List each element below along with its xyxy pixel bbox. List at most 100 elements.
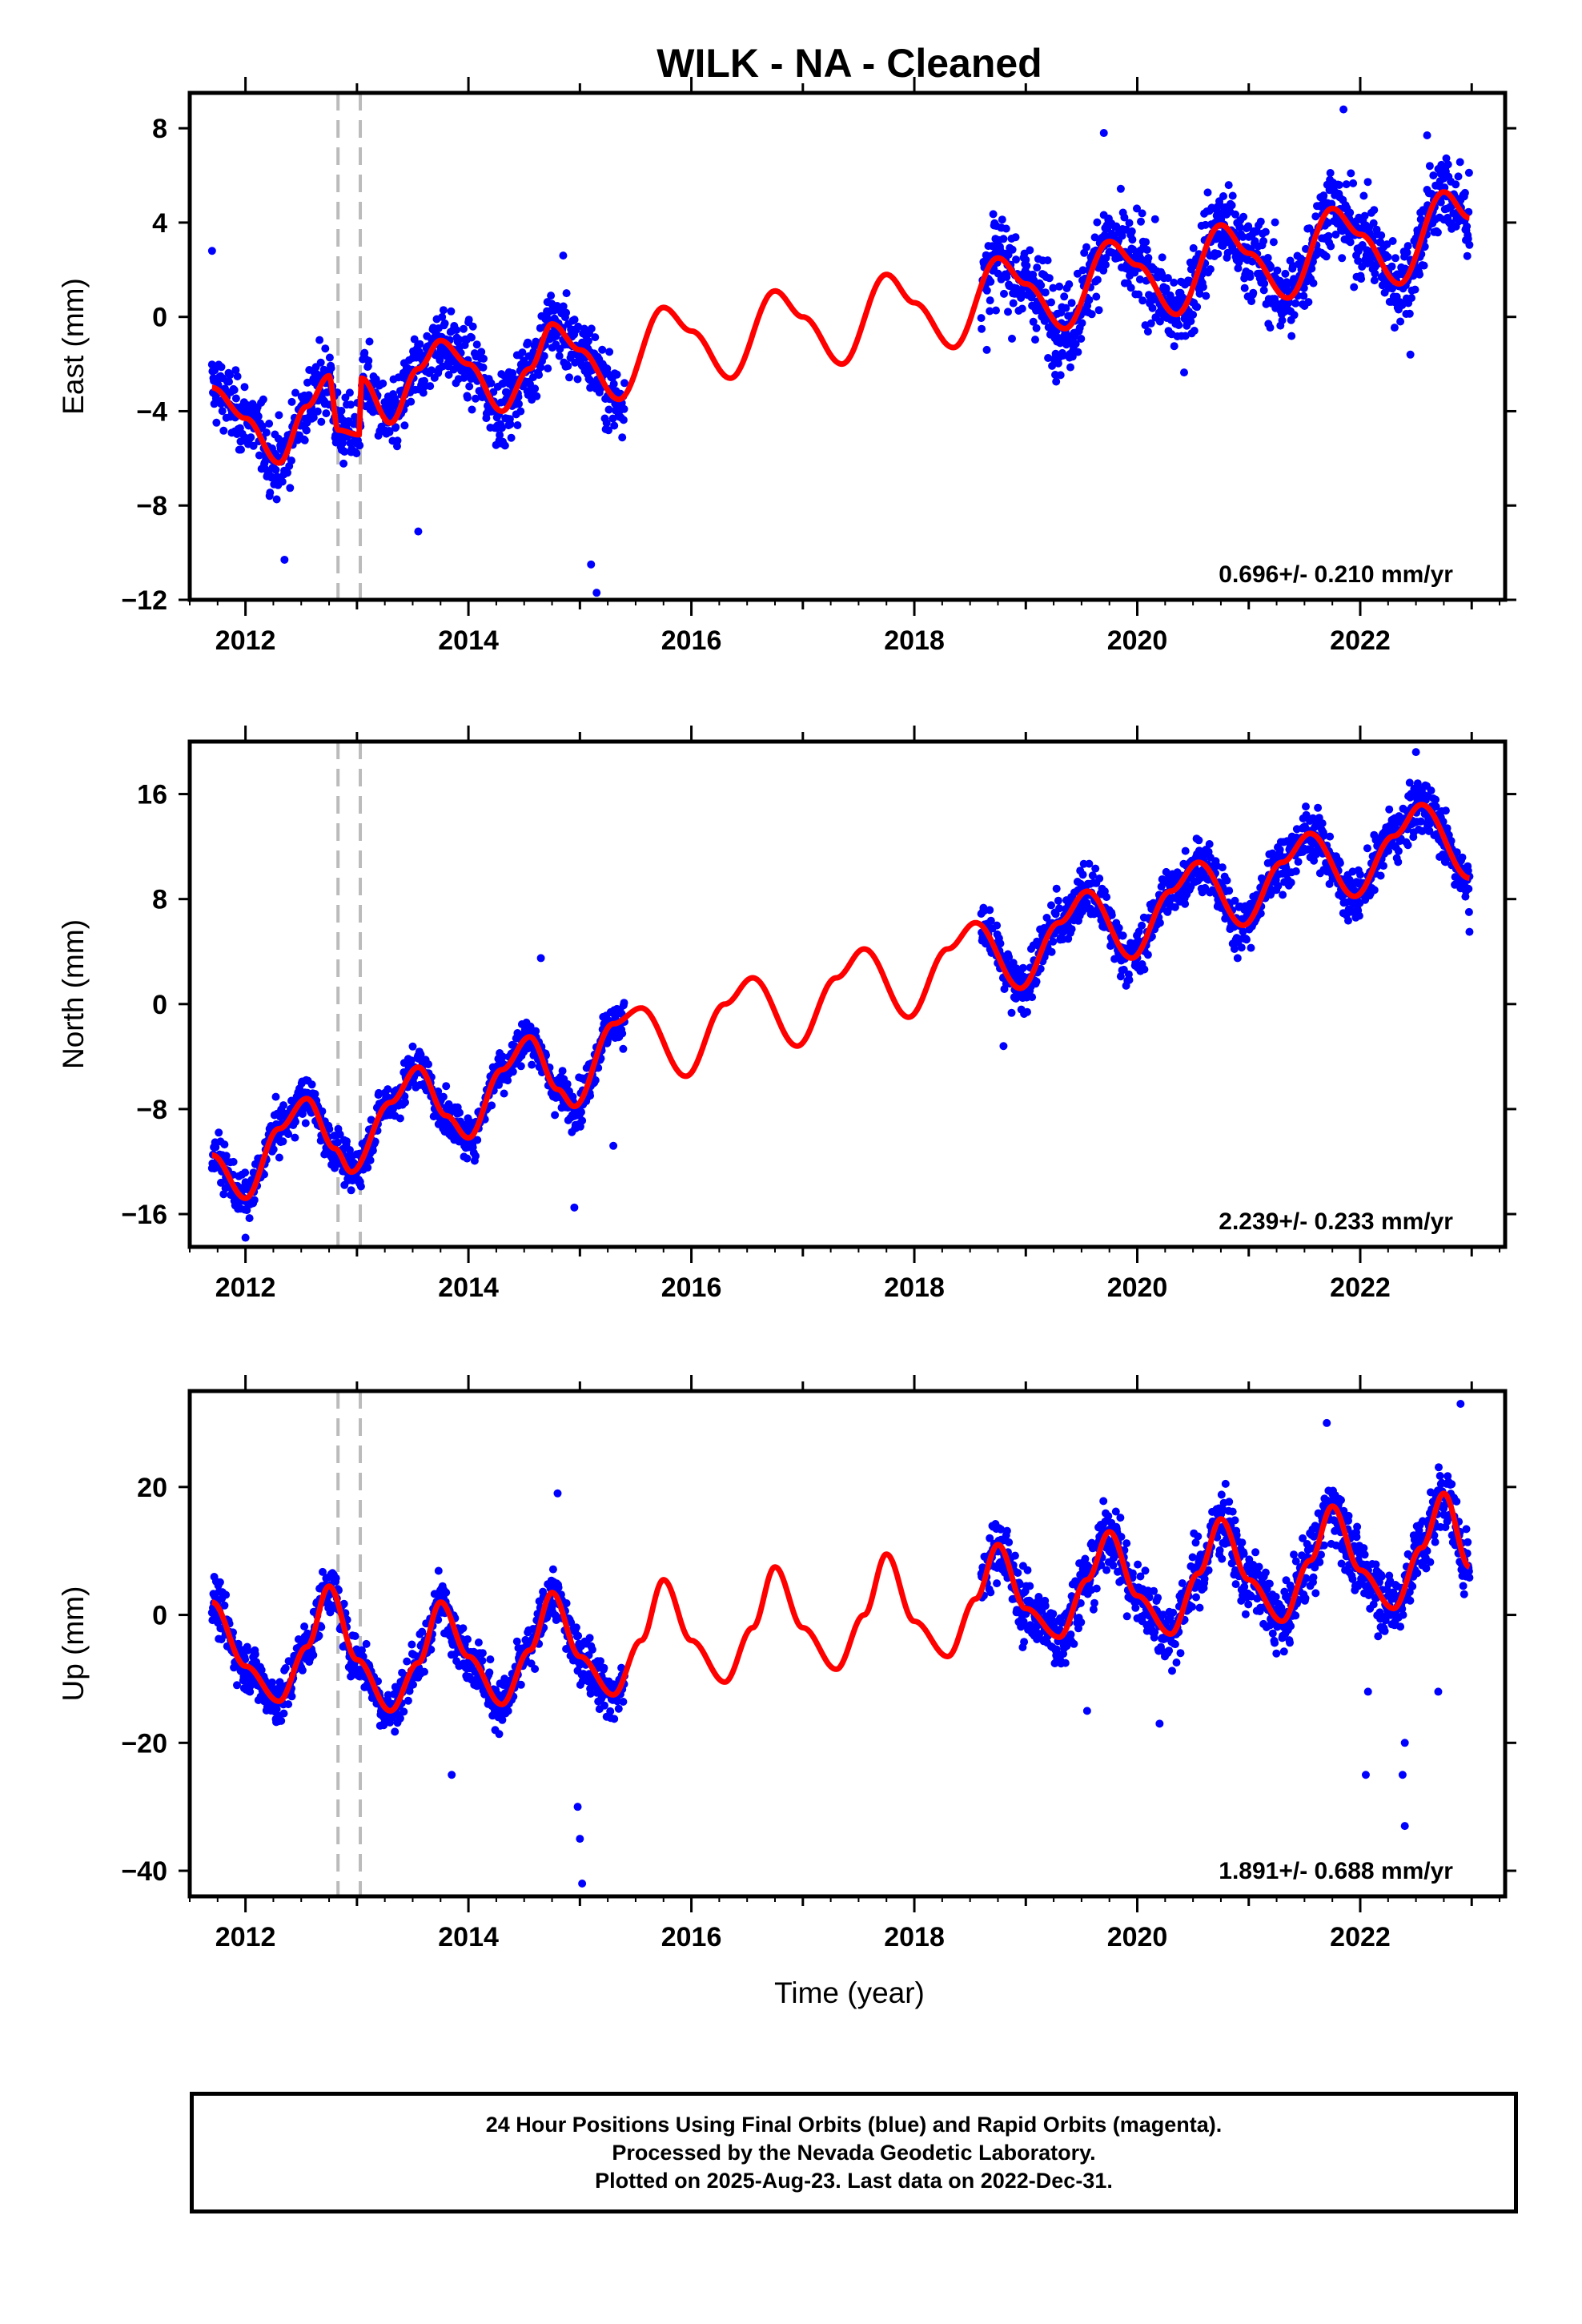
up-data-point [298, 1666, 307, 1675]
east-data-point [415, 348, 424, 356]
east-data-point [1137, 217, 1145, 226]
north-data-point [318, 1107, 327, 1116]
east-data-point [427, 366, 436, 375]
east-data-point [1043, 256, 1052, 265]
north-data-point [586, 1092, 595, 1100]
east-data-point [1239, 212, 1248, 221]
east-data-point [1377, 231, 1386, 239]
north-data-point [1195, 836, 1203, 845]
north-ytick-label: 16 [137, 780, 167, 810]
north-data-point [1431, 795, 1440, 804]
east-data-point [316, 358, 325, 367]
up-data-point [233, 1681, 241, 1690]
east-data-point [619, 416, 628, 424]
east-data-point [1235, 223, 1244, 231]
north-data-point [1275, 846, 1284, 854]
north-data-point [1256, 909, 1265, 918]
north-data-point [1140, 965, 1149, 974]
north-data-point [347, 1186, 355, 1195]
east-data-point [452, 326, 461, 335]
east-data-point [1206, 265, 1215, 274]
east-data-point [410, 335, 419, 344]
east-data-point [1407, 294, 1415, 303]
east-data-point [337, 407, 346, 415]
east-data-point [460, 324, 468, 333]
east-data-point [1116, 184, 1125, 193]
north-data-point [1143, 951, 1152, 959]
east-data-point [1359, 191, 1368, 200]
up-data-point [427, 1645, 436, 1654]
north-data-point [1064, 935, 1073, 943]
up-data-point [358, 1646, 366, 1655]
east-data-point [1074, 348, 1082, 356]
east-xtick-label: 2014 [438, 625, 499, 656]
east-data-point [562, 289, 571, 298]
north-data-point [1055, 904, 1064, 913]
north-data-point [499, 1052, 507, 1061]
east-data-point [468, 333, 476, 342]
north-data-point [269, 1145, 278, 1154]
east-data-point [275, 411, 283, 420]
east-data-point [1266, 324, 1275, 332]
up-data-point [391, 1727, 400, 1736]
east-data-point [1094, 306, 1103, 315]
east-data-point [460, 373, 468, 382]
up-data-point [474, 1679, 483, 1688]
north-data-point [279, 1101, 287, 1110]
north-data-point [250, 1196, 259, 1204]
east-data-point [266, 489, 275, 497]
north-data-point [375, 1088, 383, 1097]
north-data-point [1054, 896, 1062, 905]
up-data-point [362, 1639, 371, 1648]
north-outlier-point [570, 1203, 579, 1212]
north-data-point [424, 1060, 432, 1068]
east-data-point [302, 426, 311, 435]
east-outlier-point [1339, 105, 1348, 114]
east-data-point [1357, 275, 1366, 283]
east-data-point [570, 316, 579, 324]
east-data-point [1269, 238, 1278, 247]
north-data-point [1218, 863, 1227, 872]
north-data-point [1078, 870, 1087, 879]
east-data-point [283, 468, 291, 477]
east-data-point [612, 370, 621, 379]
up-data-point [434, 1566, 443, 1575]
east-data-point [1271, 295, 1279, 304]
east-data-point [1125, 219, 1134, 227]
east-data-point [1290, 311, 1299, 320]
east-data-point [258, 422, 267, 431]
east-data-point [602, 419, 611, 428]
east-data-point [1387, 262, 1396, 271]
east-data-point [536, 363, 545, 372]
east-data-point [419, 388, 428, 397]
east-data-point [480, 354, 488, 363]
east-data-point [1443, 160, 1452, 169]
east-data-point [1004, 308, 1012, 316]
east-data-point [1420, 242, 1429, 251]
north-data-point [558, 1067, 567, 1076]
east-data-point [1082, 243, 1090, 251]
north-data-point [219, 1190, 228, 1199]
east-data-point [313, 407, 322, 416]
east-data-point [1335, 181, 1343, 189]
up-data-point [400, 1707, 408, 1716]
north-data-point [1118, 931, 1127, 940]
east-frame [187, 90, 1508, 602]
east-data-point [1354, 256, 1363, 265]
north-data-point [472, 1152, 480, 1160]
north-data-point [1443, 824, 1452, 833]
east-data-point [604, 426, 612, 435]
north-data-points [207, 748, 1474, 1242]
east-data-point [513, 421, 522, 429]
up-data-point [234, 1639, 243, 1648]
east-data-point [535, 371, 544, 380]
east-data-point [1174, 321, 1183, 329]
east-data-point [231, 394, 240, 403]
east-data-point [1170, 342, 1178, 351]
east-data-point [1261, 227, 1270, 236]
east-data-point [1203, 188, 1212, 197]
east-data-point [364, 356, 373, 365]
east-data-points [207, 105, 1474, 597]
east-data-point [1127, 227, 1136, 235]
